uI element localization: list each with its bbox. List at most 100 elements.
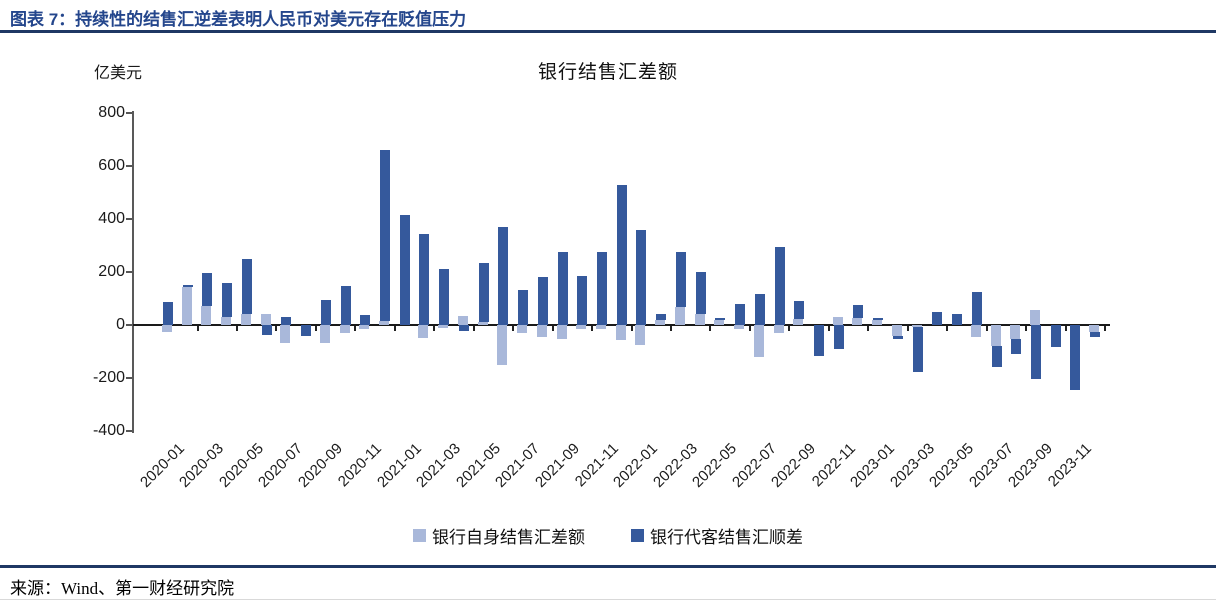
x-axis-label: 2023-11 (1045, 440, 1096, 491)
bar-own-2021-11 (595, 325, 606, 329)
source-text: 来源：Wind、第一财经研究院 (10, 579, 235, 598)
bar-own-2021-05 (477, 321, 488, 325)
y-axis-tick-label: -400 (92, 421, 125, 439)
bar-client-2021-03 (439, 269, 450, 325)
bar-client-2022-06 (735, 303, 746, 325)
x-axis-tick (236, 326, 239, 331)
bar-client-2022-07 (754, 293, 765, 325)
x-axis-tick (314, 326, 317, 331)
bar-own-2020-04 (221, 316, 232, 325)
x-axis-tick (1104, 326, 1107, 331)
legend-item-own: 银行自身结售汇差额 (413, 523, 585, 548)
y-axis-tick (126, 218, 132, 221)
bar-own-2021-08 (536, 325, 547, 337)
x-axis-tick (196, 326, 199, 331)
bar-own-2022-03 (674, 306, 685, 325)
page-title: 图表 7：持续性的结售汇逆差表明人民币对美元存在贬值压力 (10, 10, 467, 29)
chart-title: 银行结售汇差额 (537, 62, 678, 83)
bar-own-2022-06 (734, 325, 745, 330)
bar-own-2021-03 (438, 325, 449, 329)
bar-client-2022-04 (695, 272, 706, 314)
bar-client-2022-09 (794, 300, 805, 319)
bar-client-2021-04 (458, 325, 469, 331)
bar-client-2023-09 (1030, 325, 1041, 379)
bar-client-2023-07 (991, 346, 1002, 367)
bar-client-2021-10 (577, 275, 588, 325)
bar-own-2023-02 (891, 325, 902, 336)
bar-client-2022-11 (833, 325, 844, 350)
bar-own-2020-11 (359, 325, 370, 329)
bar-client-2023-02 (892, 335, 903, 340)
bar-client-2021-07 (518, 290, 529, 325)
bar-client-2021-01 (399, 214, 410, 325)
legend-swatch-dark (631, 529, 644, 542)
bar-own-2023-01 (872, 320, 883, 325)
x-axis-tick (630, 326, 633, 331)
bar-client-2021-09 (557, 252, 568, 325)
bar-own-2020-09 (319, 325, 330, 343)
chart-legend: 银行自身结售汇差额 银行代客结售汇顺差 (0, 523, 1216, 548)
y-axis-tick-label: 0 (116, 316, 125, 333)
x-axis-tick (748, 326, 751, 331)
bar-own-2022-08 (773, 325, 784, 334)
bar-own-2021-07 (517, 325, 528, 333)
bar-own-2020-12 (378, 321, 389, 325)
bar-client-2023-12 (1090, 331, 1101, 337)
bar-own-2021-06 (497, 325, 508, 366)
bar-client-2021-06 (498, 226, 509, 325)
bar-own-2023-12 (1089, 325, 1100, 332)
bar-client-2023-10 (1050, 325, 1061, 348)
bar-own-2022-07 (753, 325, 764, 358)
bar-client-2020-06 (261, 325, 272, 335)
y-axis-tick (126, 112, 132, 115)
legend-item-client: 银行代客结售汇顺差 (631, 523, 803, 548)
x-axis-tick (433, 326, 436, 331)
bar-own-2020-05 (240, 313, 251, 325)
x-axis-tick (512, 326, 515, 331)
bar-own-2020-03 (201, 306, 212, 325)
bar-own-2022-01 (635, 325, 646, 346)
x-axis-tick (591, 326, 594, 331)
y-axis-tick (126, 165, 132, 168)
bar-client-2023-01 (873, 317, 884, 321)
y-axis-tick (126, 429, 132, 432)
bar-own-2022-04 (694, 313, 705, 325)
bottom-edge-line (0, 599, 1216, 600)
x-axis-tick (709, 326, 712, 331)
bar-own-2022-05 (714, 320, 725, 325)
x-axis-tick (1064, 326, 1067, 331)
x-axis-tick (906, 326, 909, 331)
bar-own-2020-06 (260, 313, 271, 325)
y-axis-unit-label: 亿美元 (94, 65, 143, 82)
x-axis-tick (275, 326, 278, 331)
legend-label-own: 银行自身结售汇差额 (432, 528, 585, 547)
y-axis-tick (126, 271, 132, 274)
x-axis-tick (472, 326, 475, 331)
x-axis-tick (670, 326, 673, 331)
x-axis-tick (985, 326, 988, 331)
bar-client-2021-08 (537, 276, 548, 325)
bar-client-2023-11 (1070, 325, 1081, 390)
bar-own-2022-09 (793, 318, 804, 325)
bar-client-2022-05 (715, 317, 726, 321)
bar-client-2021-12 (616, 184, 627, 325)
x-axis-tick (551, 326, 554, 331)
bar-own-2023-06 (970, 325, 981, 338)
bar-client-2023-08 (1011, 339, 1022, 355)
x-axis-tick (354, 326, 357, 331)
bar-client-2021-05 (478, 262, 489, 322)
bar-own-2020-07 (280, 325, 291, 343)
bar-client-2020-12 (379, 150, 390, 322)
bar-client-2020-10 (340, 285, 351, 325)
bar-own-2023-08 (1010, 325, 1021, 340)
y-axis-tick (126, 324, 132, 326)
bar-own-2020-10 (339, 325, 350, 333)
bar-client-2022-03 (675, 252, 686, 307)
x-axis-tick (788, 326, 791, 331)
bar-own-2020-02 (181, 286, 192, 325)
y-axis-tick-label: 800 (98, 104, 125, 122)
bar-client-2020-03 (202, 273, 213, 307)
y-axis-tick-label: -200 (92, 368, 125, 386)
bar-client-2020-02 (182, 285, 193, 287)
